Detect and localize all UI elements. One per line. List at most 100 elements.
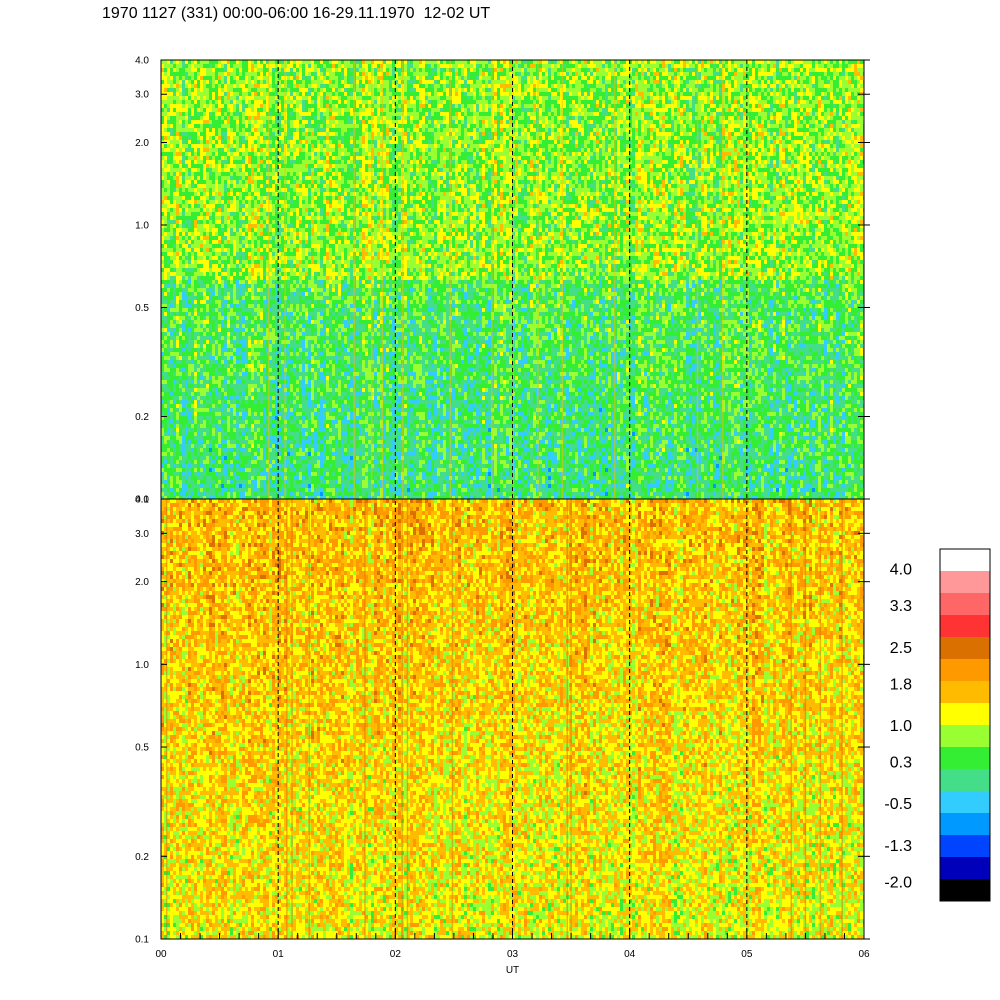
spectrogram-cell-upper <box>188 364 191 368</box>
spectrogram-cell-upper <box>224 436 227 440</box>
spectrogram-cell-upper <box>212 412 215 416</box>
spectrogram-cell-upper <box>206 392 209 396</box>
spectrogram-cell-upper <box>170 324 173 328</box>
spectrogram-cell-upper <box>224 336 227 340</box>
spectrogram-cell-upper <box>218 480 221 484</box>
spectrogram-cell-upper <box>242 336 245 340</box>
spectrogram-cell-upper <box>170 428 173 432</box>
spectrogram-cell-upper <box>260 172 263 176</box>
spectrogram-cell-upper <box>269 80 272 84</box>
spectrogram-cell-upper <box>206 320 209 324</box>
spectrogram-cell-upper <box>263 156 266 160</box>
spectrogram-cell-upper <box>176 60 179 64</box>
spectrogram-cell-upper <box>191 260 194 264</box>
spectrogram-cell-upper <box>185 92 188 96</box>
spectrogram-cell-upper <box>191 216 194 220</box>
spectrogram-cell-upper <box>170 316 173 320</box>
spectrogram-cell-upper <box>281 484 284 488</box>
spectrogram-cell-upper <box>176 108 179 112</box>
spectrogram-cell-upper <box>263 364 266 368</box>
spectrogram-cell-upper <box>281 144 284 148</box>
spectrogram-cell-upper <box>170 336 173 340</box>
spectrogram-cell-upper <box>287 448 290 452</box>
spectrogram-cell-upper <box>293 160 296 164</box>
spectrogram-cell-upper <box>170 420 173 424</box>
spectrogram-cell-upper <box>188 444 191 448</box>
spectrogram-cell-upper <box>167 452 170 456</box>
spectrogram-cell-upper <box>242 212 245 216</box>
spectrogram-cell-upper <box>281 128 284 132</box>
spectrogram-cell-upper <box>164 108 167 112</box>
spectrogram-cell-upper <box>275 148 278 152</box>
spectrogram-cell-upper <box>236 348 239 352</box>
spectrogram-cell-upper <box>182 272 185 276</box>
spectrogram-cell-upper <box>185 368 188 372</box>
spectrogram-cell-upper <box>167 60 170 64</box>
spectrogram-cell-upper <box>173 64 176 68</box>
spectrogram-cell-upper <box>164 368 167 372</box>
spectrogram-cell-upper <box>293 400 296 404</box>
spectrogram-cell-upper <box>200 256 203 260</box>
spectrogram-cell-upper <box>257 196 260 200</box>
spectrogram-cell-upper <box>242 196 245 200</box>
spectrogram-cell-upper <box>290 448 293 452</box>
spectrogram-cell-upper <box>224 412 227 416</box>
spectrogram-cell-upper <box>278 168 281 172</box>
spectrogram-cell-upper <box>266 244 269 248</box>
spectrogram-cell-upper <box>266 232 269 236</box>
spectrogram-cell-upper <box>191 296 194 300</box>
spectrogram-cell-upper <box>206 384 209 388</box>
spectrogram-cell-upper <box>230 312 233 316</box>
spectrogram-cell-upper <box>197 224 200 228</box>
spectrogram-cell-upper <box>293 92 296 96</box>
spectrogram-cell-upper <box>221 400 224 404</box>
spectrogram-cell-upper <box>260 348 263 352</box>
spectrogram-cell-upper <box>197 380 200 384</box>
spectrogram-cell-upper <box>224 308 227 312</box>
spectrogram-cell-upper <box>287 80 290 84</box>
spectrogram-cell-upper <box>242 420 245 424</box>
spectrogram-cell-upper <box>173 252 176 256</box>
spectrogram-cell-upper <box>239 300 242 304</box>
spectrogram-cell-upper <box>272 260 275 264</box>
spectrogram-cell-upper <box>218 164 221 168</box>
spectrogram-cell-upper <box>248 224 251 228</box>
spectrogram-cell-upper <box>236 324 239 328</box>
spectrogram-cell-upper <box>212 196 215 200</box>
spectrogram-cell-upper <box>287 280 290 284</box>
spectrogram-cell-upper <box>242 92 245 96</box>
spectrogram-cell-upper <box>173 92 176 96</box>
spectrogram-cell-upper <box>197 492 200 496</box>
spectrogram-cell-upper <box>179 376 182 380</box>
spectrogram-cell-upper <box>260 260 263 264</box>
spectrogram-cell-upper <box>266 168 269 172</box>
spectrogram-cell-upper <box>245 496 248 499</box>
spectrogram-cell-upper <box>206 488 209 492</box>
spectrogram-cell-upper <box>206 456 209 460</box>
spectrogram-cell-upper <box>191 232 194 236</box>
spectrogram-cell-upper <box>218 372 221 376</box>
spectrogram-cell-upper <box>170 380 173 384</box>
spectrogram-cell-upper <box>215 152 218 156</box>
spectrogram-cell-upper <box>266 64 269 68</box>
spectrogram-cell-upper <box>203 188 206 192</box>
spectrogram-cell-upper <box>254 104 257 108</box>
spectrogram-cell-upper <box>194 172 197 176</box>
spectrogram-cell-upper <box>218 128 221 132</box>
spectrogram-cell-upper <box>194 156 197 160</box>
spectrogram-cell-upper <box>251 108 254 112</box>
spectrogram-cell-upper <box>293 328 296 332</box>
spectrogram-cell-upper <box>278 400 281 404</box>
spectrogram-cell-upper <box>287 428 290 432</box>
spectrogram-cell-upper <box>254 360 257 364</box>
spectrogram-cell-upper <box>239 84 242 88</box>
spectrogram-cell-upper <box>254 296 257 300</box>
spectrogram-cell-upper <box>239 88 242 92</box>
spectrogram-cell-upper <box>263 312 266 316</box>
spectrogram-cell-upper <box>263 412 266 416</box>
spectrogram-cell-upper <box>272 64 275 68</box>
spectrogram-cell-upper <box>296 100 299 104</box>
spectrogram-cell-upper <box>164 308 167 312</box>
spectrogram-cell-upper <box>188 428 191 432</box>
